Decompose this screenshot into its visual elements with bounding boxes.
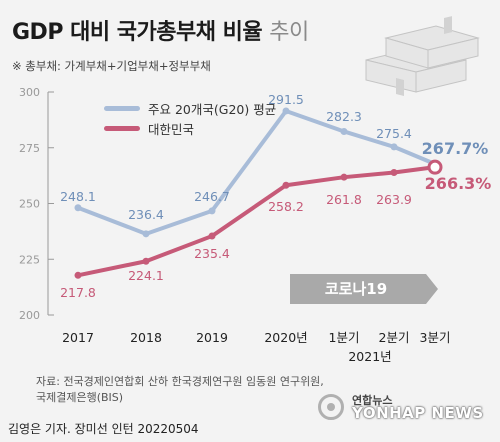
x-tick-label-0: 2017 [62,330,94,345]
point-g20-3 [282,107,290,115]
value-label-korea-3: 258.2 [268,199,304,214]
value-label-g20-1: 236.4 [128,207,164,222]
point-g20-4 [340,127,348,135]
point-g20-0 [74,204,82,212]
covid-annotation: 코로나19 [325,280,387,298]
source-note: 자료: 전국경제인연합회 산하 한국경제연구원 임동원 연구위원, 국제결제은행… [36,374,324,406]
x-tick-label-4: 1분기 [329,330,360,345]
legend-swatch-korea [104,125,140,131]
yonhap-mark-icon [318,394,344,420]
yonhap-logo: 연합뉴스 YONHAP NEWS [318,390,493,430]
logo-english: YONHAP NEWS [352,404,484,422]
legend-item-g20: 주요 20개국(G20) 평균 [104,98,276,118]
logo-korean: 연합뉴스 [352,394,393,407]
value-label-g20-5: 275.4 [376,126,412,141]
value-label-g20-6: 267.7% [422,139,489,158]
point-korea-3 [282,181,290,189]
y-tick-label-275: 275 [19,142,40,155]
point-g20-2 [208,207,216,215]
legend-swatch-g20 [104,105,140,111]
byline: 김영은 기자. 장미선 인턴 20220504 [8,422,199,436]
title-main: GDP 대비 국가총부채 비율 [12,20,263,45]
y-tick-label-200: 200 [19,309,40,322]
x-tick-label-1: 2018 [130,330,162,345]
value-label-g20-2: 246.7 [194,189,230,204]
value-label-korea-1: 224.1 [128,268,164,283]
point-g20-5 [390,143,398,151]
legend-label-g20: 주요 20개국(G20) 평균 [148,101,277,117]
value-label-korea-5: 263.9 [376,192,412,207]
value-label-korea-0: 217.8 [60,285,96,300]
point-korea-2 [208,232,216,240]
value-label-korea-2: 235.4 [194,246,230,261]
legend-item-korea: 대한민국 [104,118,276,138]
value-label-korea-4: 261.8 [326,192,362,207]
value-label-korea-6: 266.3% [425,174,492,193]
y-tick-label-250: 250 [19,198,40,211]
legend-label-korea: 대한민국 [148,121,195,137]
point-korea-1 [142,257,150,265]
money-stack-illustration [365,16,480,96]
value-label-g20-4: 282.3 [326,109,362,124]
source-line-2: 국제결제은행(BIS) [36,391,124,404]
x-tick-label-2: 2019 [196,330,228,345]
point-korea-0 [74,271,82,279]
value-label-g20-0: 248.1 [60,189,96,204]
debt-definition-note: ※ 총부채: 가계부채+기업부채+정부부채 [12,59,211,73]
covid-arrow [290,274,438,304]
x-year-sublabel: 2021년 [348,349,391,364]
x-tick-label-5: 2분기 [379,330,410,345]
x-tick-label-6: 3분기 [420,330,451,345]
chart-legend: 주요 20개국(G20) 평균 대한민국 [104,98,276,138]
y-tick-label-225: 225 [19,253,40,266]
title-suffix: 추이 [269,20,309,45]
point-korea-5 [390,169,398,177]
point-korea-6 [427,159,443,175]
y-tick-label-300: 300 [19,86,40,99]
value-label-g20-3: 291.5 [268,92,304,107]
point-g20-1 [142,230,150,238]
source-line-1: 자료: 전국경제인연합회 산하 한국경제연구원 임동원 연구위원, [36,375,324,388]
point-korea-4 [340,173,348,181]
x-tick-label-3: 2020년 [264,330,307,345]
chart-title: GDP 대비 국가총부채 비율 추이 [12,14,309,46]
